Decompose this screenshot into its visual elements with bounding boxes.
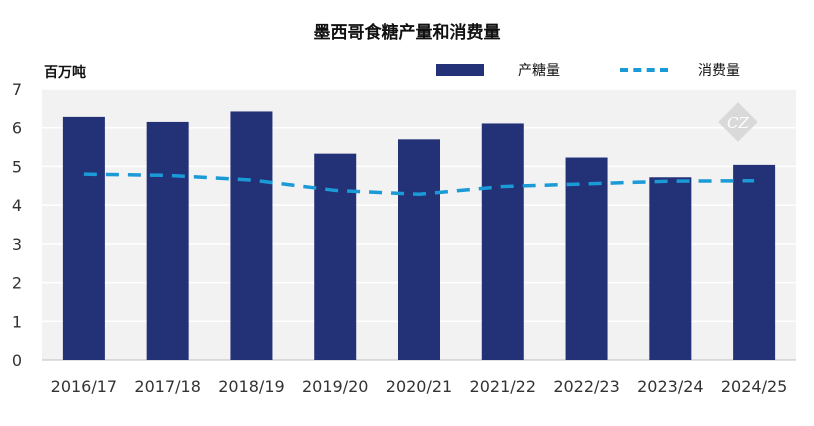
production-bar — [481, 123, 524, 360]
y-tick-label: 3 — [12, 235, 22, 254]
y-tick-label: 1 — [12, 312, 22, 331]
x-tick-label: 2021/22 — [470, 377, 536, 396]
x-tick-label: 2018/19 — [218, 377, 284, 396]
y-axis-unit-label: 百万吨 — [44, 65, 86, 81]
y-tick-label: 0 — [12, 351, 22, 370]
x-tick-label: 2019/20 — [302, 377, 368, 396]
y-tick-label: 2 — [12, 274, 22, 293]
legend-item-consumption: 消费量 — [620, 60, 740, 80]
x-tick-label: 2022/23 — [553, 377, 619, 396]
legend-item-production: 产糖量 — [436, 60, 560, 80]
chart-title: 墨西哥食糖产量和消费量 — [313, 23, 501, 43]
production-bar — [565, 157, 608, 360]
production-bar — [314, 153, 357, 360]
y-tick-label: 5 — [12, 157, 22, 176]
x-axis-ticks: 2016/17 2017/18 2018/19 2019/20 2020/21 2021/… — [51, 377, 788, 396]
x-tick-label: 2023/24 — [637, 377, 703, 396]
production-bar — [62, 116, 105, 360]
production-bars — [62, 111, 776, 361]
production-bar — [146, 121, 189, 361]
legend-label-consumption: 消费量 — [698, 63, 740, 79]
legend-swatch-production — [436, 64, 484, 76]
legend-label-production: 产糖量 — [518, 63, 560, 79]
x-tick-label: 2017/18 — [134, 377, 200, 396]
y-axis-ticks: 0 1 2 3 4 5 6 7 — [12, 80, 22, 370]
x-tick-label: 2020/21 — [386, 377, 452, 396]
consumption-series-line — [83, 172, 755, 197]
y-tick-label: 6 — [12, 119, 22, 138]
production-bar — [230, 111, 273, 360]
consumption-line — [83, 172, 755, 197]
y-tick-label: 4 — [12, 196, 22, 215]
x-tick-label: 2016/17 — [51, 377, 117, 396]
y-tick-label: 7 — [12, 80, 22, 99]
watermark-logo: CZ — [718, 102, 758, 142]
production-bar — [649, 177, 692, 360]
legend-swatch-consumption — [620, 68, 668, 72]
x-tick-label: 2024/25 — [721, 377, 787, 396]
watermark-text: CZ — [727, 114, 749, 132]
production-bar — [398, 139, 440, 360]
production-bar — [733, 164, 776, 360]
